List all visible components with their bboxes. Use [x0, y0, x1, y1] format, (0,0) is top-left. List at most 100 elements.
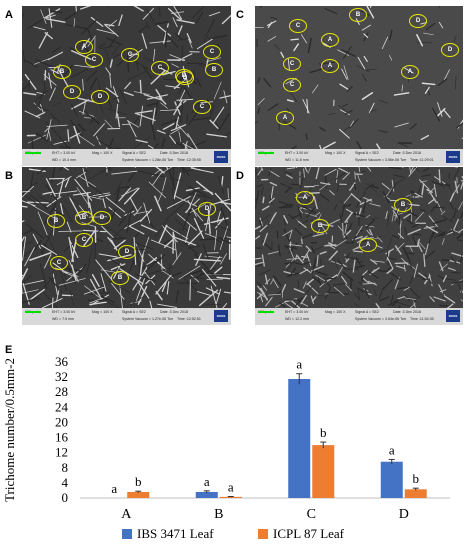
- trichome-hair: [220, 176, 224, 188]
- trichome-hair: [134, 136, 151, 149]
- trichome-hair: [205, 287, 221, 295]
- trichome-hair: [141, 33, 148, 49]
- trichome-hair: [458, 284, 463, 294]
- trichome-hair: [420, 134, 430, 141]
- trichome-hair: [280, 183, 294, 189]
- trichome-hair: [143, 202, 151, 224]
- trichome-hair: [196, 77, 202, 88]
- trichome-hair: [188, 185, 207, 197]
- trichome-hair: [356, 287, 368, 295]
- trichome-hair: [457, 239, 463, 242]
- trichome-hair: [172, 235, 197, 246]
- trichome-marker-label: A: [302, 195, 308, 201]
- trichome-hair: [108, 138, 114, 149]
- trichome-marker: [283, 57, 301, 71]
- trichome-hair: [391, 234, 399, 239]
- trichome-hair: [183, 276, 207, 280]
- significance-label: a: [389, 442, 395, 457]
- trichome-hair: [195, 11, 204, 24]
- trichome-hair: [317, 294, 325, 296]
- trichome-hair: [406, 219, 414, 225]
- significance-label: a: [204, 474, 210, 489]
- trichome-hair: [52, 46, 61, 53]
- trichome-hair: [184, 140, 188, 149]
- trichome-hair: [409, 167, 412, 175]
- trichome-hair: [363, 33, 369, 38]
- trichome-hair: [267, 250, 281, 255]
- trichome-marker: [118, 245, 136, 259]
- trichome-hair: [458, 201, 463, 210]
- trichome-hair: [455, 122, 463, 129]
- trichome-hair: [385, 187, 393, 197]
- trichome-hair: [214, 266, 223, 274]
- trichome-hair: [111, 170, 138, 175]
- trichome-hair: [369, 6, 372, 8]
- trichome-hair: [32, 233, 41, 249]
- trichome-hair: [320, 259, 322, 266]
- trichome-hair: [24, 110, 41, 119]
- trichome-hair: [299, 176, 304, 190]
- trichome-hair: [49, 113, 61, 123]
- trichome-hair: [255, 197, 259, 202]
- trichome-hair: [30, 168, 35, 188]
- trichome-hair: [73, 18, 76, 27]
- trichome-hair: [26, 17, 45, 30]
- trichome-hair: [208, 11, 221, 17]
- trichome-hair: [148, 181, 166, 199]
- trichome-hair: [25, 60, 38, 68]
- trichome-hair: [160, 102, 168, 109]
- trichome-hair: [343, 222, 350, 226]
- trichome-hair: [152, 171, 163, 186]
- trichome-hair: [179, 268, 207, 279]
- trichome-hair: [166, 35, 179, 48]
- trichome-hair: [389, 55, 393, 61]
- trichome-hair: [162, 70, 176, 76]
- trichome-hair: [354, 171, 356, 180]
- trichome-hair: [23, 92, 37, 96]
- trichome-hair: [273, 275, 282, 287]
- trichome-hair: [171, 186, 175, 208]
- trichome-hair: [342, 46, 352, 59]
- trichome-hair: [363, 55, 368, 63]
- trichome-hair: [22, 205, 28, 208]
- bar: [195, 491, 218, 498]
- trichome-marker-label: C: [91, 57, 97, 63]
- trichome-hair: [403, 286, 410, 291]
- trichome-hair: [39, 263, 48, 289]
- x-tick-label: B: [214, 507, 223, 522]
- trichome-hair: [105, 196, 126, 213]
- trichome-marker: [85, 53, 103, 67]
- trichome-hair: [378, 130, 388, 133]
- trichome-hair: [174, 218, 189, 232]
- trichome-hair: [162, 177, 167, 191]
- trichome-hair: [268, 293, 282, 296]
- trichome-hair: [182, 167, 190, 177]
- trichome-hair: [61, 266, 83, 272]
- trichome-marker-label: A: [407, 69, 413, 75]
- trichome-hair: [342, 222, 344, 236]
- trichome-hair: [388, 167, 402, 170]
- trichome-hair: [195, 180, 214, 196]
- trichome-hair: [313, 258, 317, 269]
- trichome-marker: [289, 19, 307, 33]
- trichome-marker-label: C: [199, 104, 205, 110]
- trichome-hair: [56, 176, 72, 186]
- trichome-hair: [438, 6, 441, 8]
- trichome-hair: [363, 197, 373, 202]
- trichome-marker-label: A: [81, 44, 87, 50]
- trichome-hair: [56, 288, 60, 303]
- trichome-hair: [112, 86, 120, 103]
- trichome-hair: [127, 224, 145, 235]
- trichome-hair: [432, 224, 444, 234]
- trichome-hair: [83, 111, 100, 125]
- trichome-hair: [449, 192, 455, 202]
- trichome-hair: [419, 209, 427, 212]
- trichome-hair: [305, 285, 313, 294]
- bar: [312, 445, 335, 498]
- trichome-hair: [351, 232, 360, 243]
- legend-label: ICPL 87 Leaf: [273, 526, 345, 541]
- trichome-hair: [381, 182, 391, 190]
- trichome-hair: [456, 232, 463, 239]
- trichome-hair: [355, 64, 370, 73]
- trichome-hair: [181, 167, 185, 174]
